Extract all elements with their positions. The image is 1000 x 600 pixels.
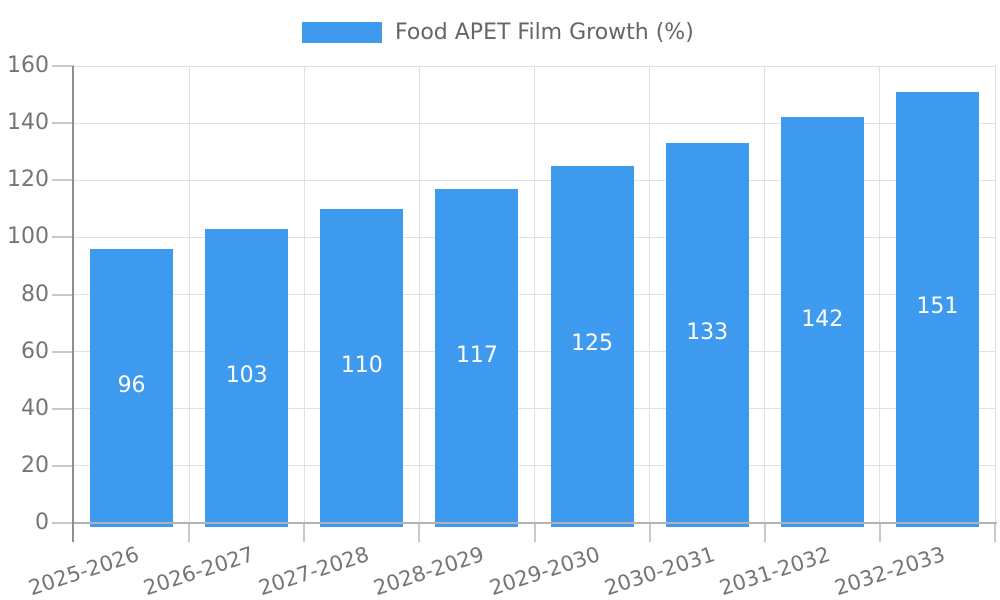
bar-2027-2028[interactable] bbox=[320, 208, 404, 527]
y-axis-tick-label: 120 bbox=[7, 167, 49, 193]
x-axis-tick bbox=[303, 523, 306, 542]
legend-swatch bbox=[302, 22, 382, 43]
x-axis-tick bbox=[878, 523, 881, 542]
bar-value-label: 103 bbox=[225, 362, 268, 388]
x-axis-tick-label: 2028-2029 bbox=[371, 542, 488, 600]
gridline-vertical bbox=[994, 66, 996, 523]
bar-2026-2027[interactable] bbox=[205, 228, 289, 527]
bar-value-label: 133 bbox=[686, 320, 729, 346]
x-axis-tick bbox=[763, 523, 766, 542]
x-axis-tick-label: 2027-2028 bbox=[255, 542, 373, 600]
x-axis-tick-label: 2031-2032 bbox=[716, 542, 833, 600]
y-axis-tick bbox=[52, 522, 74, 524]
x-axis-tick bbox=[648, 523, 651, 542]
x-axis-tick-label: 2026-2027 bbox=[140, 542, 258, 600]
y-axis-tick-label: 0 bbox=[35, 510, 49, 535]
gridline-vertical bbox=[188, 66, 190, 523]
x-axis-line bbox=[74, 522, 997, 524]
bar-value-label: 125 bbox=[571, 331, 614, 357]
y-axis-tick-label: 140 bbox=[7, 110, 49, 136]
x-axis-tick-label: 2030-2031 bbox=[601, 542, 718, 600]
legend-item[interactable]: Food APET Film Growth (%) bbox=[302, 20, 694, 45]
y-axis-tick bbox=[52, 122, 74, 125]
bar-2031-2032[interactable] bbox=[780, 117, 864, 527]
x-axis-tick bbox=[533, 523, 536, 542]
bar-value-label: 96 bbox=[117, 372, 146, 398]
y-axis-tick bbox=[52, 179, 74, 182]
bar-2025-2026[interactable] bbox=[90, 248, 174, 527]
bar-value-label: 117 bbox=[455, 342, 498, 368]
gridline-vertical bbox=[764, 66, 766, 523]
y-axis-tick bbox=[52, 65, 74, 67]
y-axis-tick-label: 100 bbox=[7, 224, 49, 250]
y-axis-tick-label: 60 bbox=[21, 338, 49, 364]
y-axis-tick-label: 80 bbox=[21, 281, 49, 307]
legend-label: Food APET Film Growth (%) bbox=[395, 20, 694, 45]
bar-2028-2029[interactable] bbox=[435, 188, 519, 527]
bar-2032-2033[interactable] bbox=[895, 91, 979, 527]
y-axis-tick bbox=[52, 407, 74, 410]
x-axis-tick bbox=[418, 523, 421, 542]
y-axis-tick-label: 160 bbox=[7, 53, 49, 78]
x-axis-tick-label: 2032-2033 bbox=[831, 542, 948, 600]
gridline-vertical bbox=[303, 66, 305, 523]
gridline-vertical bbox=[879, 66, 881, 523]
y-axis-tick bbox=[52, 350, 74, 353]
y-axis-tick bbox=[52, 236, 74, 239]
gridline-vertical bbox=[649, 66, 651, 523]
x-axis-tick-label: 2025-2026 bbox=[25, 542, 142, 600]
y-axis-tick bbox=[52, 464, 74, 467]
y-axis-tick bbox=[52, 293, 74, 296]
x-axis-tick-label: 2029-2030 bbox=[486, 542, 603, 600]
bar-value-label: 110 bbox=[340, 352, 383, 378]
gridline-vertical bbox=[418, 66, 420, 523]
y-axis-tick-label: 40 bbox=[21, 395, 49, 421]
y-axis-tick-label: 20 bbox=[21, 452, 49, 478]
bar-value-label: 151 bbox=[916, 294, 959, 320]
gridline-vertical bbox=[534, 66, 535, 523]
y-axis-line bbox=[72, 66, 74, 542]
bar-2030-2031[interactable] bbox=[665, 143, 749, 527]
x-axis-tick bbox=[994, 523, 996, 542]
bar-2029-2030[interactable] bbox=[550, 165, 634, 527]
x-axis-tick bbox=[188, 523, 191, 542]
bar-value-label: 142 bbox=[801, 307, 844, 333]
